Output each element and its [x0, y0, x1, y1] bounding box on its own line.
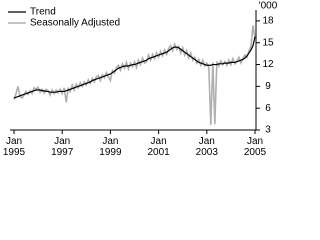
chart: '000 3 6 9 12 15 18 Trend Seasonally Adjusted J…	[2, 1, 278, 158]
legend-label: Seasonally Adjusted	[30, 18, 120, 29]
x-tick-label: Jan 1997	[51, 136, 74, 158]
x-tick-label: Jan 2005	[243, 136, 267, 158]
y-tick-label: 18	[262, 16, 274, 27]
y-tick-label: 6	[265, 103, 271, 114]
x-tick-label: Jan 2003	[195, 136, 218, 158]
y-tick-label: 12	[262, 59, 274, 70]
y-axis-label: '000	[259, 1, 278, 12]
x-tick-label: Jan 2001	[147, 136, 170, 158]
y-tick-label: 9	[265, 81, 271, 92]
series-line	[13, 36, 256, 99]
y-tick-label: 3	[265, 125, 271, 136]
x-tick-label: Jan 1995	[2, 136, 26, 158]
x-tick-label: Jan 1999	[99, 136, 122, 158]
legend-label: Trend	[30, 7, 56, 18]
series-line	[13, 25, 256, 125]
y-tick-label: 15	[262, 37, 274, 48]
